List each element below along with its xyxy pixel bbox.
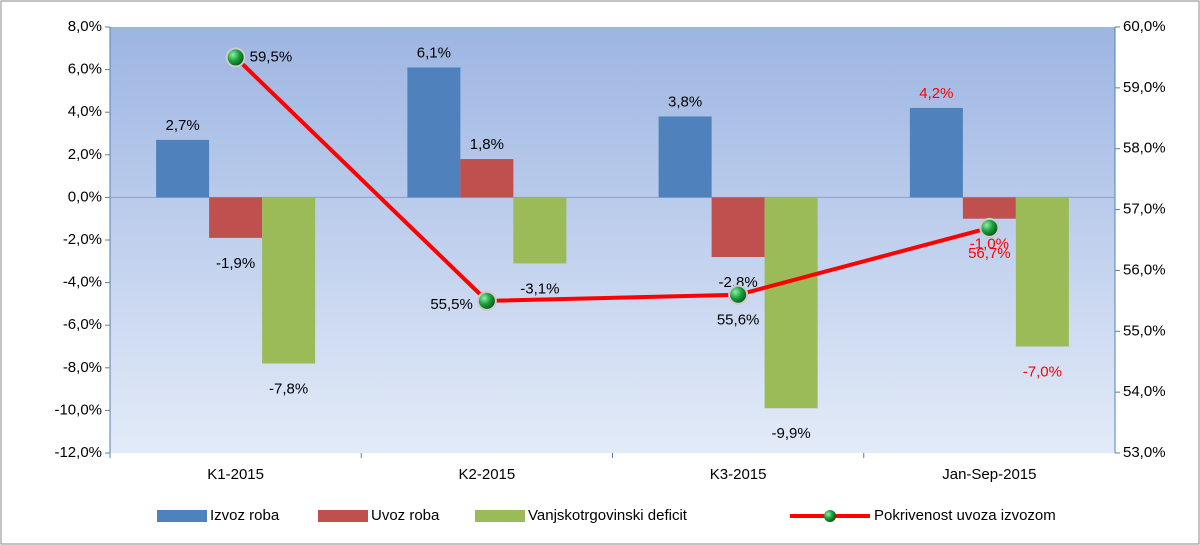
y2-tick-label: 56,0% [1123, 261, 1166, 278]
data-label: 6,1% [417, 44, 451, 61]
line [234, 55, 990, 303]
y2-tick-label: 59,0% [1123, 79, 1166, 96]
y-tick-label: -4,0% [63, 274, 102, 291]
bar [513, 197, 567, 264]
x-tick-label: K2-2015 [459, 466, 516, 483]
data-label: -7,8% [269, 381, 308, 398]
legend-swatch [318, 510, 368, 522]
line-marker [225, 47, 246, 68]
data-label: -2,8% [719, 274, 758, 291]
legend-label: Uvoz roba [371, 507, 440, 524]
y-tick-label: 0,0% [68, 188, 102, 205]
bar [658, 116, 712, 198]
y-tick-label: 8,0% [68, 18, 102, 35]
y-tick-label: 4,0% [68, 103, 102, 120]
x-tick-label: K3-2015 [710, 466, 767, 483]
legend-label: Vanjskotrgovinski deficit [528, 507, 688, 524]
data-label: -1,0% [970, 236, 1009, 253]
y-tick-label: -12,0% [54, 444, 102, 461]
line-label: 55,6% [717, 312, 760, 329]
legend-swatch [475, 510, 525, 522]
legend-label: Pokrivenost uvoza izvozom [874, 507, 1056, 524]
x-tick-label: Jan-Sep-2015 [942, 466, 1036, 483]
data-label: -3,1% [520, 280, 559, 297]
data-label: 4,2% [919, 85, 953, 102]
y2-tick-label: 54,0% [1123, 383, 1166, 400]
y-tick-label: -2,0% [63, 231, 102, 248]
y2-tick-label: 53,0% [1123, 444, 1166, 461]
legend-swatch [157, 510, 207, 522]
line-marker [728, 284, 749, 305]
bar [909, 107, 963, 198]
bar [1015, 197, 1069, 347]
y-tick-label: -10,0% [54, 401, 102, 418]
y2-tick-label: 60,0% [1123, 18, 1166, 35]
bar [962, 197, 1016, 219]
bar [262, 197, 316, 364]
bar [460, 159, 514, 198]
y-tick-label: -8,0% [63, 359, 102, 376]
y-tick-label: 2,0% [68, 146, 102, 163]
data-label: -7,0% [1023, 363, 1062, 380]
data-label: -1,9% [216, 255, 255, 272]
line-label: 55,5% [430, 296, 473, 313]
line-label: 56,7% [968, 245, 1011, 262]
line-marker [979, 217, 1000, 238]
y-tick-label: -6,0% [63, 316, 102, 333]
data-label: 2,7% [166, 117, 200, 134]
y2-tick-label: 57,0% [1123, 201, 1166, 218]
bar [711, 197, 765, 258]
legend-marker [824, 510, 836, 522]
bar [764, 197, 818, 409]
bar [407, 67, 461, 198]
plot-area [110, 27, 1115, 453]
line-marker [476, 290, 497, 311]
y-tick-label: 6,0% [68, 61, 102, 78]
y2-tick-label: 55,0% [1123, 322, 1166, 339]
bar [156, 139, 210, 198]
bar [209, 197, 263, 238]
data-label: 1,8% [470, 136, 504, 153]
y2-tick-label: 58,0% [1123, 140, 1166, 157]
line-label: 59,5% [250, 48, 293, 65]
legend-label: Izvoz roba [210, 507, 280, 524]
data-label: -9,9% [772, 425, 811, 442]
data-label: 3,8% [668, 93, 702, 110]
x-tick-label: K1-2015 [207, 466, 264, 483]
